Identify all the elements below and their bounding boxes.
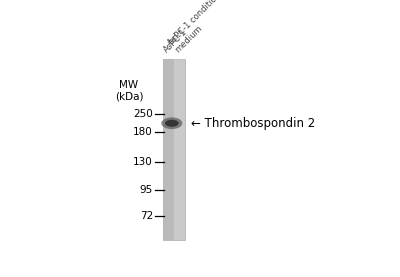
Text: 130: 130 [133,157,153,167]
Ellipse shape [161,117,182,129]
Text: 180: 180 [133,127,153,137]
Text: 250: 250 [133,109,153,119]
Ellipse shape [165,120,179,127]
Text: ← Thrombospondin 2: ← Thrombospondin 2 [191,117,315,130]
Bar [163,59,185,240]
Text: 95: 95 [140,185,153,195]
Bar [163,59,174,240]
Bar [174,59,185,240]
Text: AsPC-1 conditioned
medium: AsPC-1 conditioned medium [166,0,237,55]
Text: AsPC-1: AsPC-1 [162,27,189,55]
Text: 72: 72 [140,211,153,220]
Text: MW
(kDa): MW (kDa) [115,80,143,102]
